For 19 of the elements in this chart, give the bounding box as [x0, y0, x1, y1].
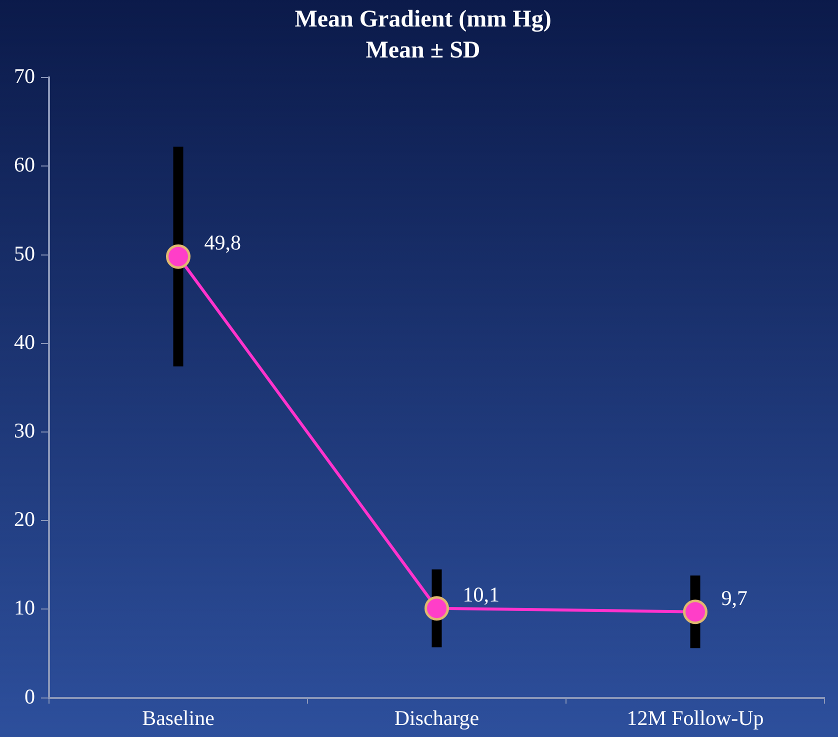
point	[683, 600, 708, 624]
data-label: 49,8	[204, 230, 241, 255]
data-label: 9,7	[721, 586, 748, 610]
y-tick-label: 0	[24, 684, 35, 708]
data-label: 10,1	[462, 582, 500, 606]
y-tick-label: 20	[14, 507, 35, 532]
chart-subtitle: Mean ± SD	[366, 37, 480, 64]
x-tick-label: Discharge	[394, 706, 480, 730]
y-tick-label: 40	[14, 330, 35, 354]
chart-title: Mean Gradient (mm Hg)	[294, 6, 552, 33]
y-tick-label: 60	[14, 152, 35, 177]
y-tick-label: 50	[14, 241, 35, 266]
point	[424, 596, 449, 621]
y-tick-label: 10	[14, 596, 35, 620]
point	[166, 244, 190, 269]
x-tick-label: 12M Follow-Up	[626, 706, 764, 730]
y-tick-label: 70	[14, 64, 35, 88]
x-tick-label: Baseline	[142, 706, 214, 730]
y-tick-label: 30	[14, 418, 35, 443]
